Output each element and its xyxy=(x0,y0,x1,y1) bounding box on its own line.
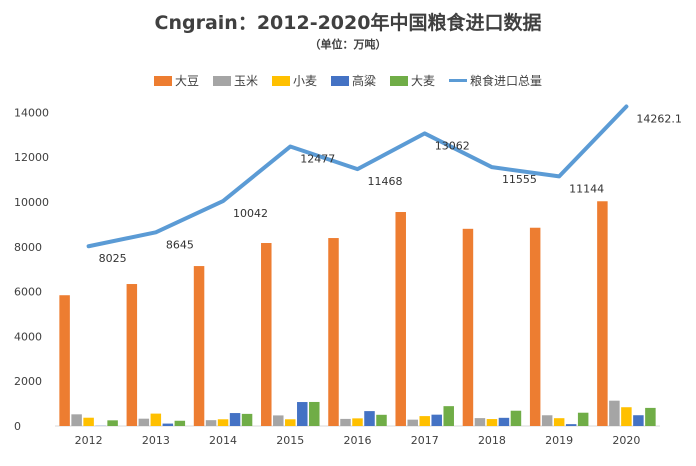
y-tick-label: 8000 xyxy=(14,241,42,254)
bar xyxy=(107,420,118,426)
bar xyxy=(193,266,205,426)
x-tick-label: 2018 xyxy=(478,434,506,447)
bar xyxy=(273,415,284,426)
y-tick-label: 2000 xyxy=(14,375,42,388)
legend-label-corn: 玉米 xyxy=(233,74,258,88)
x-tick-label: 2013 xyxy=(142,434,170,447)
bar xyxy=(395,212,406,426)
legend-swatch-sorghum xyxy=(331,75,349,86)
bar xyxy=(443,406,454,426)
bar xyxy=(431,414,442,426)
bar xyxy=(510,410,522,426)
bar xyxy=(565,424,577,426)
bar xyxy=(138,418,150,426)
legend-swatch-soybean xyxy=(153,75,172,86)
legend-label-barley: 大麦 xyxy=(411,74,436,88)
bar xyxy=(419,416,430,426)
data-label: 11468 xyxy=(368,175,403,188)
chart-title: Cngrain：2012-2020年中国粮食进口数据 xyxy=(154,12,542,34)
legend-label-total: 粮食进口总量 xyxy=(470,74,543,88)
bar xyxy=(486,419,498,426)
bar xyxy=(217,419,229,426)
legend-swatch-wheat xyxy=(271,75,290,86)
legend-swatch-corn xyxy=(212,75,231,86)
y-tick-label: 12000 xyxy=(14,151,49,164)
bar xyxy=(645,407,656,426)
bar xyxy=(474,418,486,426)
bar xyxy=(174,420,186,426)
bar xyxy=(462,228,474,426)
y-tick-label: 0 xyxy=(14,420,21,433)
bar xyxy=(309,401,320,426)
bar xyxy=(285,419,296,426)
bar xyxy=(407,419,418,426)
y-tick-label: 14000 xyxy=(14,106,49,119)
legend-label-soybean: 大豆 xyxy=(174,74,199,88)
data-label: 11555 xyxy=(502,173,537,186)
bar xyxy=(609,400,620,426)
data-label: 8645 xyxy=(166,238,194,251)
bar xyxy=(261,243,272,426)
bar xyxy=(340,418,351,426)
bar xyxy=(162,423,174,426)
bar xyxy=(83,417,94,426)
bar xyxy=(328,238,339,426)
data-label: 12477 xyxy=(300,153,335,166)
bar xyxy=(71,414,82,426)
data-label: 14262.1 xyxy=(636,113,682,126)
y-tick-label: 4000 xyxy=(14,330,42,343)
legend-item-total: 粮食进口总量 xyxy=(449,72,542,89)
bar xyxy=(59,295,70,426)
bar xyxy=(498,417,510,426)
y-tick-label: 6000 xyxy=(14,286,42,299)
x-tick-label: 2014 xyxy=(209,434,237,447)
data-label: 10042 xyxy=(233,207,268,220)
bar xyxy=(529,227,541,426)
legend-swatch-barley xyxy=(390,75,409,86)
x-tick-label: 2015 xyxy=(276,434,304,447)
bar xyxy=(577,412,589,426)
legend-label-sorghum: 高粱 xyxy=(352,74,377,88)
bar xyxy=(553,418,565,426)
chart-subtitle: （单位：万吨） xyxy=(309,38,387,51)
bar xyxy=(205,420,217,426)
legend-item-soybean: 大豆 xyxy=(153,72,199,89)
legend: 大豆 玉米 小麦 高粱 大麦 粮食进口总量 xyxy=(0,72,696,89)
x-tick-label: 2012 xyxy=(75,434,103,447)
bar xyxy=(621,407,632,426)
bar xyxy=(376,414,387,426)
x-tick-label: 2017 xyxy=(411,434,439,447)
bar xyxy=(229,413,241,426)
legend-label-wheat: 小麦 xyxy=(292,74,317,88)
legend-item-barley: 大麦 xyxy=(390,72,435,89)
bar xyxy=(364,411,375,426)
data-label: 13062 xyxy=(435,139,470,152)
x-tick-label: 2019 xyxy=(545,434,573,447)
data-label: 8025 xyxy=(99,252,127,265)
legend-item-corn: 玉米 xyxy=(212,72,258,89)
total-line xyxy=(86,104,629,249)
y-tick-label: 10000 xyxy=(14,196,49,209)
bar xyxy=(352,418,363,426)
bar xyxy=(541,415,553,426)
bar xyxy=(241,413,253,426)
bar xyxy=(597,201,608,426)
bar xyxy=(297,402,308,426)
legend-item-wheat: 小麦 xyxy=(271,72,317,89)
x-tick-label: 2020 xyxy=(612,434,640,447)
bar xyxy=(633,415,644,426)
legend-swatch-total xyxy=(449,79,468,82)
x-tick-label: 2016 xyxy=(344,434,372,447)
bar xyxy=(126,284,138,426)
bar xyxy=(150,413,162,426)
data-label: 11144 xyxy=(569,182,604,195)
legend-item-sorghum: 高粱 xyxy=(331,72,376,89)
